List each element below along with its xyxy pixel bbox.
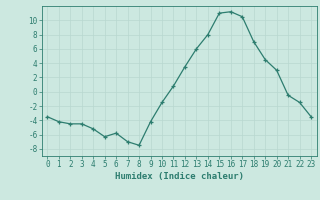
X-axis label: Humidex (Indice chaleur): Humidex (Indice chaleur) — [115, 172, 244, 181]
